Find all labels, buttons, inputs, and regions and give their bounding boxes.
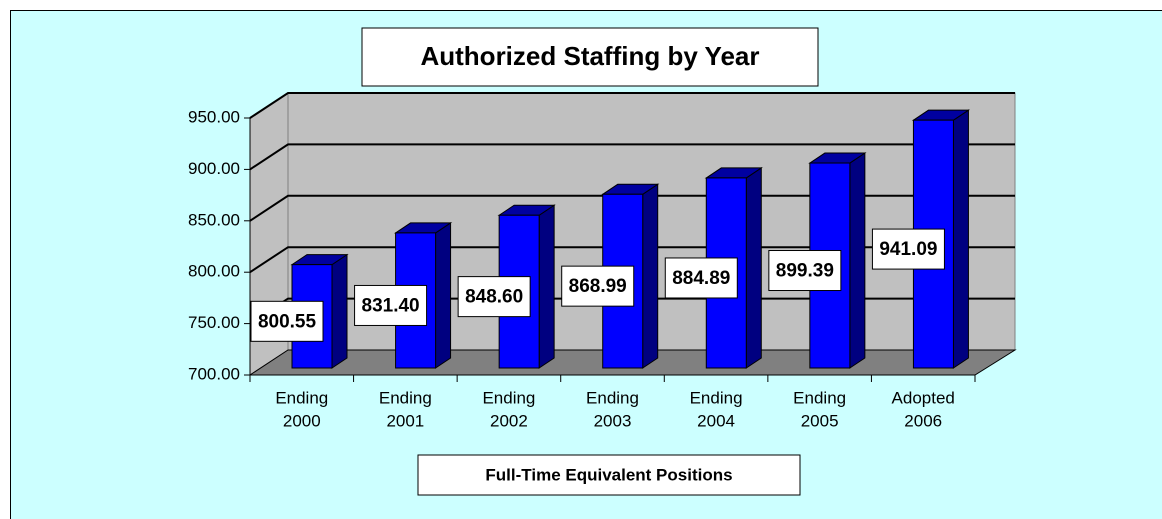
plot-area: 700.00 750.00 800.00 850.00 900.00 950.00 Endi… (188, 92, 1017, 430)
x-tick-label: Ending (586, 388, 639, 407)
bar-side (745, 166, 762, 369)
grid-line (249, 92, 1015, 119)
value-label-box (768, 250, 842, 292)
x-tick-label: Adopted (892, 388, 955, 407)
x-axis-title-box (417, 454, 801, 496)
y-tick-label: 850.00 (188, 210, 240, 229)
x-tick-label: Ending (482, 388, 535, 407)
x-tick-label: 2003 (594, 411, 632, 430)
value-label-box (457, 276, 531, 318)
bar-side (538, 204, 555, 369)
grid-line (249, 246, 1015, 274)
value-label: 899.39 (776, 261, 834, 282)
x-tick-label: Ending (793, 388, 846, 407)
y-tick-label: 800.00 (188, 262, 240, 281)
x-tick-label: Ending (275, 388, 328, 407)
y-tick-label: 750.00 (188, 313, 240, 332)
chart-title: Authorized Staffing by Year (420, 41, 759, 71)
x-tick-label: 2006 (904, 411, 942, 430)
y-tick-label: 950.00 (188, 107, 240, 126)
bar-side (849, 152, 866, 369)
bar-side (331, 253, 348, 369)
x-tick-label: Ending (379, 388, 432, 407)
value-label: 884.89 (672, 268, 730, 289)
y-tick-label: 700.00 (188, 364, 240, 383)
grid-line (249, 143, 1015, 171)
x-tick-label: Ending (690, 388, 743, 407)
value-label: 868.99 (569, 276, 627, 297)
grid-line (249, 194, 1015, 222)
x-tick-label: 2004 (697, 411, 735, 430)
value-label: 800.55 (258, 311, 317, 332)
x-tick-label: 2001 (386, 411, 424, 430)
x-axis-title: Full-Time Equivalent Positions (485, 465, 732, 484)
bar-side (642, 183, 659, 369)
x-tick-label: 2005 (801, 411, 839, 430)
bar-side (435, 221, 452, 369)
value-label: 831.40 (362, 295, 420, 316)
value-label-box (871, 228, 945, 270)
x-tick-label: 2002 (490, 411, 528, 430)
value-label: 848.60 (465, 287, 523, 308)
value-label: 941.09 (879, 239, 937, 260)
value-label-box (561, 265, 635, 307)
value-label-box (250, 300, 324, 342)
title-box (361, 27, 819, 87)
value-label-box (664, 257, 738, 299)
y-tick-label: 900.00 (188, 159, 240, 178)
bar-side (952, 109, 969, 369)
value-label-box (354, 284, 428, 326)
x-tick-label: 2000 (283, 411, 321, 430)
